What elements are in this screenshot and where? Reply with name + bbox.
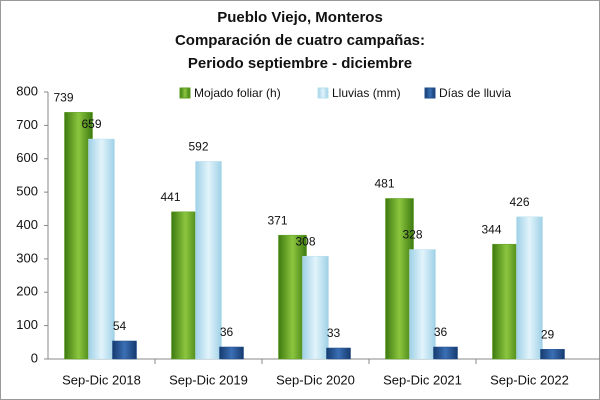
bar (64, 112, 93, 360)
value-label: 54 (113, 319, 127, 333)
bar (112, 340, 137, 360)
legend-swatch (424, 87, 436, 99)
bar (540, 349, 565, 360)
x-tick-label: Sep-Dic 2020 (276, 372, 355, 387)
y-tick-label: 700 (16, 117, 38, 132)
bar (326, 347, 351, 360)
value-label: 328 (402, 228, 422, 242)
y-tick-label: 0 (31, 350, 38, 365)
x-tick-label: Sep-Dic 2021 (383, 372, 462, 387)
value-label: 29 (541, 327, 555, 341)
bar (219, 346, 244, 360)
chart-title: Pueblo Viejo, Monteros (217, 9, 383, 26)
value-label: 441 (160, 190, 180, 204)
bar (385, 198, 414, 360)
value-label: 33 (327, 326, 341, 340)
value-label: 592 (188, 140, 208, 154)
chart-title: Periodo septiembre - diciembre (188, 55, 412, 72)
legend-swatch (317, 87, 329, 99)
x-tick-label: Sep-Dic 2022 (490, 372, 569, 387)
x-tick-label: Sep-Dic 2018 (62, 372, 141, 387)
bar (492, 243, 521, 360)
legend-label: Días de lluvia (439, 86, 511, 100)
bar (302, 255, 329, 360)
legend-label: Mojado foliar (h) (194, 86, 281, 100)
value-label: 426 (509, 195, 529, 209)
bar (278, 234, 307, 360)
legend-label: Lluvias (mm) (332, 86, 401, 100)
value-label: 481 (374, 177, 394, 191)
y-tick-label: 100 (16, 317, 38, 332)
y-tick-label: 300 (16, 250, 38, 265)
x-tick-label: Sep-Dic 2019 (169, 372, 248, 387)
y-tick-label: 200 (16, 284, 38, 299)
bar (409, 249, 436, 360)
y-tick-label: 600 (16, 150, 38, 165)
value-label: 344 (481, 222, 501, 236)
legend-swatch (179, 87, 191, 99)
bar (433, 346, 458, 360)
y-tick-label: 400 (16, 217, 38, 232)
bar (171, 211, 200, 360)
value-label: 36 (220, 325, 234, 339)
bar (195, 161, 222, 360)
bar (516, 216, 543, 360)
value-label: 308 (295, 234, 315, 248)
y-tick-label: 800 (16, 83, 38, 98)
value-label: 371 (267, 213, 287, 227)
value-label: 659 (81, 117, 101, 131)
value-label: 739 (53, 91, 73, 105)
value-label: 36 (434, 325, 448, 339)
bar (88, 138, 115, 360)
chart-title: Comparación de cuatro campañas: (175, 32, 425, 49)
y-tick-label: 500 (16, 184, 38, 199)
